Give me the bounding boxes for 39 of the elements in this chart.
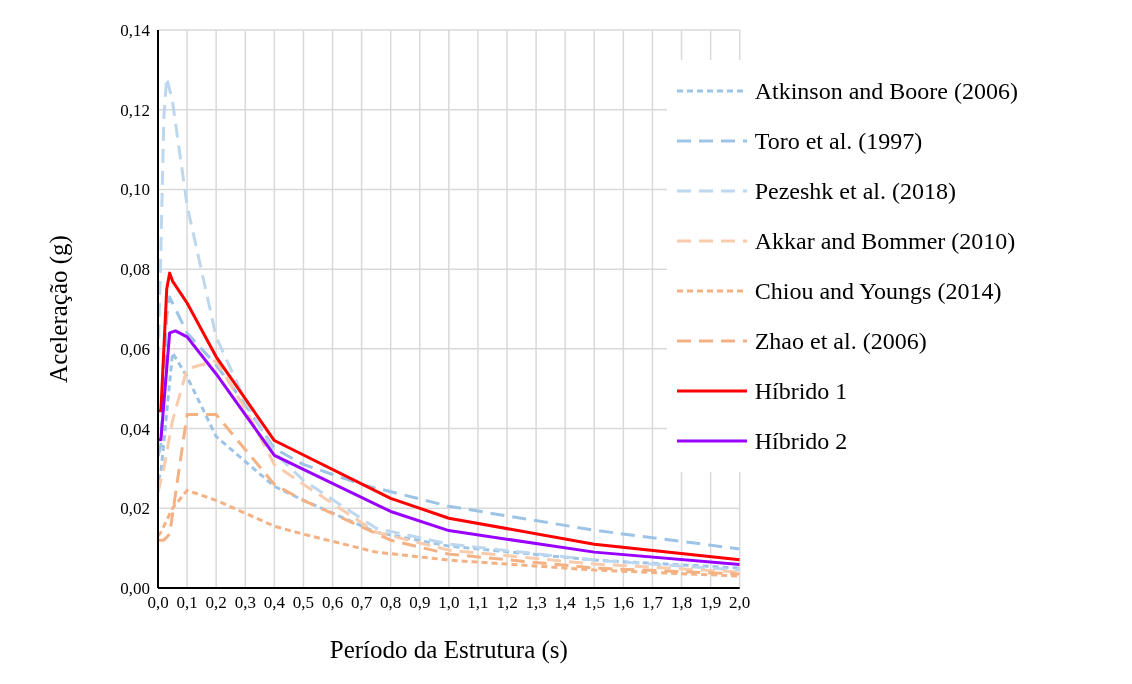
x-tick-label: 1,9 bbox=[699, 593, 722, 613]
y-tick-label: 0,02 bbox=[120, 499, 150, 519]
legend-label: Zhao et al. (2006) bbox=[754, 327, 927, 355]
legend-label: Toro et al. (1997) bbox=[754, 127, 923, 155]
x-tick-label: 1,7 bbox=[641, 593, 664, 613]
legend-label: Híbrido 1 bbox=[754, 377, 848, 405]
x-tick-label: 1,1 bbox=[467, 593, 489, 613]
x-tick-label: 1,6 bbox=[612, 593, 634, 613]
y-tick-label: 0,06 bbox=[120, 339, 150, 359]
legend-label: Akkar and Bommer (2010) bbox=[754, 227, 1016, 255]
x-tick-label: 0,1 bbox=[176, 593, 198, 613]
x-tick-label: 0,4 bbox=[263, 593, 286, 613]
legend-label: Atkinson and Boore (2006) bbox=[754, 77, 1018, 105]
x-tick-label: 1,2 bbox=[496, 593, 518, 613]
x-tick-label: 1,4 bbox=[554, 593, 577, 613]
y-tick-label: 0,04 bbox=[120, 419, 151, 439]
legend-label: Chiou and Youngs (2014) bbox=[754, 277, 1002, 305]
y-tick-label: 0,12 bbox=[120, 100, 150, 120]
x-tick-label: 0,0 bbox=[147, 593, 169, 613]
y-tick-label: 0,00 bbox=[120, 579, 150, 599]
x-tick-label: 1,8 bbox=[670, 593, 693, 613]
x-axis-title: Período da Estrutura (s) bbox=[329, 636, 568, 664]
x-tick-label: 0,9 bbox=[409, 593, 431, 613]
x-tick-label: 1,3 bbox=[525, 593, 547, 613]
x-tick-label: 0,8 bbox=[380, 593, 402, 613]
legend-label: Híbrido 2 bbox=[754, 427, 848, 455]
y-tick-label: 0,14 bbox=[120, 21, 151, 41]
x-tick-label: 2,0 bbox=[729, 593, 751, 613]
y-tick-label: 0,08 bbox=[120, 260, 150, 280]
x-tick-label: 1,5 bbox=[583, 593, 605, 613]
y-axis-title: Aceleração (g) bbox=[44, 235, 73, 383]
y-tick-label: 0,10 bbox=[120, 180, 150, 200]
x-tick-label: 0,6 bbox=[321, 593, 344, 613]
x-tick-label: 1,0 bbox=[438, 593, 460, 613]
x-tick-label: 0,5 bbox=[292, 593, 315, 613]
x-tick-label: 0,3 bbox=[234, 593, 256, 613]
legend-label: Pezeshk et al. (2018) bbox=[754, 177, 956, 205]
x-tick-label: 0,7 bbox=[350, 593, 373, 613]
x-tick-label: 0,2 bbox=[205, 593, 227, 613]
